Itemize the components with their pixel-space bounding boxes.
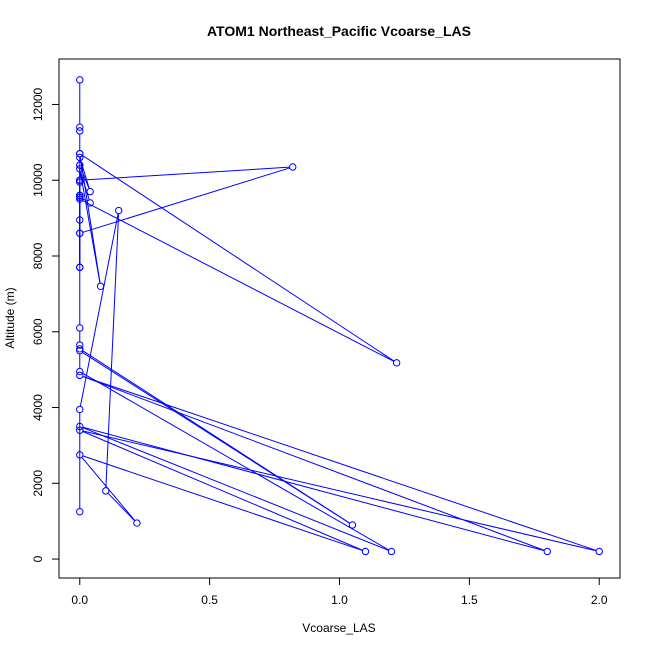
data-point — [76, 405, 84, 414]
data-point — [76, 191, 84, 200]
y-tick-label: 0 — [31, 555, 45, 562]
y-tick-label: 12000 — [31, 87, 45, 121]
data-point — [392, 359, 401, 367]
data-point — [76, 426, 84, 434]
data-point — [76, 451, 84, 459]
series-segment — [82, 166, 290, 181]
data-point — [76, 127, 84, 135]
series-segment — [82, 430, 597, 552]
data-point — [76, 345, 84, 353]
series-segment — [105, 213, 120, 488]
data-point — [76, 161, 84, 169]
data-point — [76, 216, 84, 224]
x-tick-label: 0.0 — [71, 593, 88, 607]
data-point — [76, 153, 84, 162]
data-point — [289, 163, 297, 171]
data-point — [76, 367, 84, 376]
data-point — [76, 263, 84, 272]
series-segment — [82, 352, 351, 524]
series-segment — [82, 372, 389, 551]
data-point — [76, 150, 84, 158]
data-point — [76, 229, 84, 237]
y-tick-label: 6000 — [31, 318, 45, 345]
data-point — [76, 176, 84, 184]
data-point — [76, 195, 84, 203]
data-point — [76, 347, 84, 355]
x-axis: 0.0 0.5 1.0 1.5 2.0 — [71, 577, 608, 607]
series-segment — [82, 375, 597, 551]
series-segment — [82, 167, 290, 233]
series-segment — [82, 200, 395, 362]
data-point — [76, 508, 84, 516]
data-point — [387, 547, 396, 556]
data-point — [76, 76, 84, 84]
data-point — [76, 341, 84, 349]
data-point — [361, 547, 370, 556]
series-segment — [82, 375, 545, 551]
data-point — [115, 206, 123, 215]
series-segment — [79, 156, 101, 284]
series-segment — [82, 155, 395, 362]
x-tick-label: 1.5 — [461, 593, 478, 607]
plot-frame — [58, 58, 621, 579]
series-segment — [80, 160, 90, 189]
data-point — [348, 521, 357, 529]
series-segment — [82, 455, 363, 551]
series-segment — [79, 213, 119, 407]
chart-title: ATOM1 Northeast_Pacific Vcoarse_LAS — [207, 23, 471, 39]
x-axis-label: Vcoarse_LAS — [302, 621, 375, 635]
y-axis-label: Altitude (m) — [3, 287, 17, 348]
data-point — [76, 324, 84, 332]
data-point — [76, 193, 84, 201]
data-point — [76, 165, 84, 173]
data-point — [76, 123, 84, 131]
data-point — [76, 178, 84, 186]
data-point — [543, 547, 551, 556]
data-point — [76, 371, 84, 380]
x-tick-label: 0.5 — [201, 593, 218, 607]
series-segment — [107, 492, 136, 522]
data-point — [86, 199, 94, 207]
x-tick-label: 2.0 — [591, 593, 608, 607]
series-segment — [82, 427, 389, 551]
data-point — [595, 547, 603, 556]
y-tick-label: 2000 — [31, 470, 45, 497]
x-tick-label: 1.0 — [331, 593, 348, 607]
y-tick-label: 10000 — [31, 163, 45, 197]
data-point — [133, 519, 141, 527]
series-layer — [76, 76, 603, 556]
y-tick-label: 8000 — [31, 242, 45, 269]
series-segment — [82, 431, 363, 551]
y-axis: 0 2000 4000 6000 8000 10000 12000 — [31, 87, 60, 562]
data-point — [102, 487, 110, 495]
data-point — [86, 187, 94, 196]
series-segment — [82, 426, 545, 552]
data-point — [96, 282, 105, 290]
data-point — [76, 422, 84, 431]
y-tick-label: 4000 — [31, 394, 45, 421]
